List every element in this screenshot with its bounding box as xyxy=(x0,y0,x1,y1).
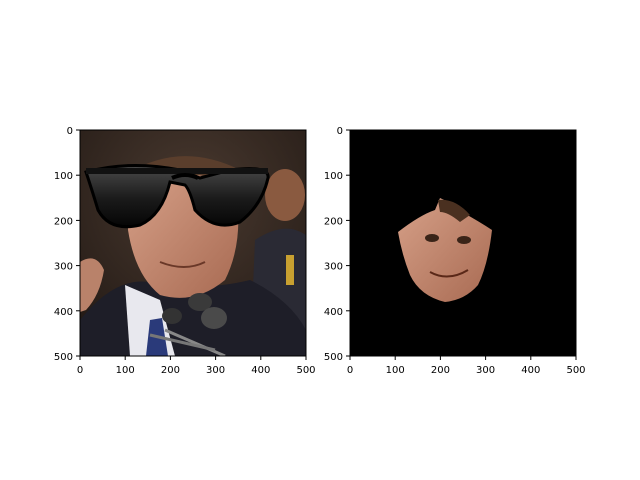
left-x-tick-label: 300 xyxy=(206,365,225,376)
sunglasses-overlay xyxy=(84,164,270,229)
left-x-tick-label: 400 xyxy=(251,365,270,376)
left-y-tick-label: 100 xyxy=(54,171,73,182)
right-y-tick-label: 200 xyxy=(324,216,343,227)
left-x-tick-label: 100 xyxy=(116,365,135,376)
left-x-tick-label: 0 xyxy=(77,365,83,376)
right-x-tick-label: 300 xyxy=(476,365,495,376)
segmented-eye-left xyxy=(425,234,439,242)
right-x-tick-label: 400 xyxy=(521,365,540,376)
left-y-tick-label: 200 xyxy=(54,216,73,227)
right-axes-frame xyxy=(349,129,577,357)
segmented-eye-right xyxy=(457,236,471,244)
right-y-tick-label: 0 xyxy=(337,126,343,137)
hand xyxy=(80,258,104,312)
right-x-tick-label: 0 xyxy=(347,365,353,376)
segmented-mouth xyxy=(429,269,469,278)
mouth xyxy=(159,261,206,268)
left-y-tick-label: 0 xyxy=(67,126,73,137)
segmented-hair xyxy=(438,199,470,222)
left-y-tick-label: 500 xyxy=(54,352,73,363)
microphones xyxy=(149,293,227,356)
right-y-tick-label: 300 xyxy=(324,262,343,273)
segmented-face xyxy=(398,198,492,302)
right-y-tick-label: 100 xyxy=(324,171,343,182)
right-y-tick-label: 400 xyxy=(324,307,343,318)
right-y-tick-label: 500 xyxy=(324,352,343,363)
left-x-tick-label: 200 xyxy=(161,365,180,376)
right-x-tick-label: 100 xyxy=(386,365,405,376)
left-axes-frame xyxy=(79,129,307,357)
left-x-tick-label: 500 xyxy=(296,365,315,376)
left-image-panel xyxy=(80,130,306,356)
right-image-panel xyxy=(350,130,576,356)
background-person-tie xyxy=(286,255,294,285)
left-y-tick-label: 400 xyxy=(54,307,73,318)
background-person-face xyxy=(265,169,305,221)
left-y-tick-label: 300 xyxy=(54,262,73,273)
right-x-tick-label: 500 xyxy=(566,365,585,376)
axis-ticks: 0 100 200 300 400 500 0 100 200 300 400 500 0 100 200 3… xyxy=(54,126,586,376)
right-x-tick-label: 200 xyxy=(431,365,450,376)
